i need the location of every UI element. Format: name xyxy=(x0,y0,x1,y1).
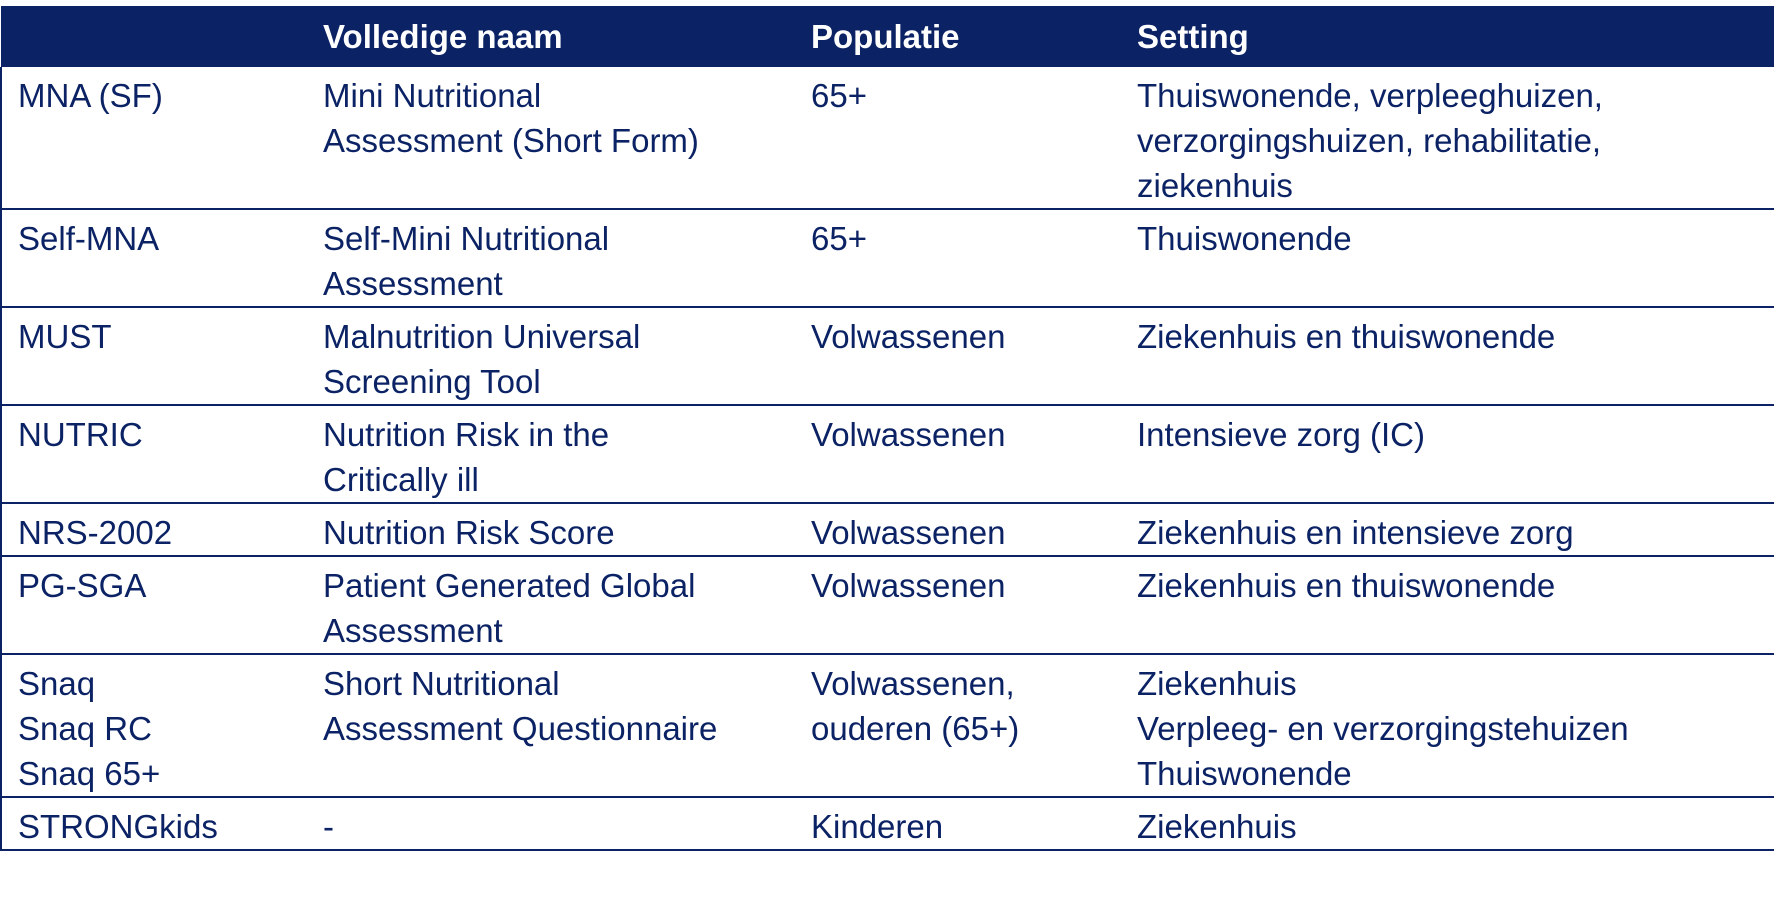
cell-full-name-line: Critically ill xyxy=(323,461,479,498)
cell-abbreviation-line: NUTRIC xyxy=(18,416,143,453)
screening-tools-table-container: Volledige naam Populatie Setting MNA (SF… xyxy=(0,6,1774,851)
cell-full-name-line: Assessment xyxy=(323,612,503,649)
cell-full-name-line: Malnutrition Universal xyxy=(323,318,641,355)
cell-abbreviation: NUTRIC xyxy=(0,405,307,504)
cell-full-name-line: Assessment Questionnaire xyxy=(323,710,718,747)
cell-population: Volwassenen xyxy=(795,556,1121,655)
table-row: PG-SGA Patient Generated Global Assessment… xyxy=(0,556,1774,655)
cell-setting-line: Thuiswonende xyxy=(1137,220,1352,257)
cell-abbreviation-line: STRONGkids xyxy=(18,808,218,845)
cell-abbreviation-line: MNA (SF) xyxy=(18,77,163,114)
table-row: MNA (SF) Mini Nutritional Assessment (Shor… xyxy=(0,67,1774,210)
cell-setting: Thuiswonende xyxy=(1121,209,1774,308)
cell-setting-line: Ziekenhuis xyxy=(1137,808,1297,845)
cell-abbreviation-line: Snaq xyxy=(18,665,96,702)
cell-abbreviation: Self-MNA xyxy=(0,209,307,308)
cell-setting-line: Thuiswonende xyxy=(1137,755,1352,792)
screening-tools-table: Volledige naam Populatie Setting MNA (SF… xyxy=(0,6,1774,851)
cell-setting: Ziekenhuis en thuiswonende xyxy=(1121,307,1774,406)
cell-population-line: Volwassenen, xyxy=(811,665,1015,702)
cell-abbreviation: MNA (SF) xyxy=(0,67,307,210)
cell-population-line: Volwassenen xyxy=(811,416,1006,453)
table-row: NRS-2002 Nutrition Risk Score Volwassenen Z… xyxy=(0,503,1774,557)
cell-setting-line: Ziekenhuis en thuiswonende xyxy=(1137,318,1556,355)
cell-full-name-line: Short Nutritional xyxy=(323,665,560,702)
cell-full-name: - xyxy=(307,797,795,851)
cell-full-name-line: Assessment xyxy=(323,265,503,302)
cell-setting-line: Ziekenhuis xyxy=(1137,665,1297,702)
cell-abbreviation: NRS-2002 xyxy=(0,503,307,557)
cell-setting-line: Thuiswonende, verpleeghuizen, xyxy=(1137,77,1603,114)
cell-full-name: Short Nutritional Assessment Questionnair… xyxy=(307,654,795,798)
cell-full-name-line: Self-Mini Nutritional xyxy=(323,220,610,257)
cell-abbreviation-line: Snaq 65+ xyxy=(18,755,161,792)
cell-full-name-line: Mini Nutritional xyxy=(323,77,542,114)
cell-full-name-line: Screening Tool xyxy=(323,363,541,400)
cell-full-name: Patient Generated Global Assessment xyxy=(307,556,795,655)
table-row: Snaq Snaq RC Snaq 65+ Short Nutritional Asse… xyxy=(0,654,1774,798)
cell-setting: Ziekenhuis en thuiswonende xyxy=(1121,556,1774,655)
cell-setting: Thuiswonende, verpleeghuizen, verzorgings… xyxy=(1121,67,1774,210)
cell-population-line: ouderen (65+) xyxy=(811,710,1020,747)
cell-population-line: Kinderen xyxy=(811,808,944,845)
cell-population: Kinderen xyxy=(795,797,1121,851)
cell-population-line: 65+ xyxy=(811,77,867,114)
table-row: Self-MNA Self-Mini Nutritional Assessment 6… xyxy=(0,209,1774,308)
cell-setting-line: Ziekenhuis en intensieve zorg xyxy=(1137,514,1574,551)
cell-population-line: 65+ xyxy=(811,220,867,257)
cell-full-name: Self-Mini Nutritional Assessment xyxy=(307,209,795,308)
cell-abbreviation-line: Snaq RC xyxy=(18,710,152,747)
cell-setting: Ziekenhuis xyxy=(1121,797,1774,851)
cell-full-name-line: Patient Generated Global xyxy=(323,567,696,604)
table-header: Volledige naam Populatie Setting xyxy=(1,6,1774,67)
cell-population-line: Volwassenen xyxy=(811,567,1006,604)
cell-setting: Intensieve zorg (IC) xyxy=(1121,405,1774,504)
header-full-name: Volledige naam xyxy=(323,17,563,55)
cell-full-name: Nutrition Risk in the Critically ill xyxy=(307,405,795,504)
cell-setting-line: ziekenhuis xyxy=(1137,167,1293,204)
cell-full-name-line: Nutrition Risk Score xyxy=(323,514,615,551)
cell-full-name: Nutrition Risk Score xyxy=(307,503,795,557)
cell-population: Volwassenen xyxy=(795,503,1121,557)
cell-population: 65+ xyxy=(795,209,1121,308)
cell-population-line: Volwassenen xyxy=(811,318,1006,355)
cell-setting-line: Verpleeg- en verzorgingstehuizen xyxy=(1137,710,1629,747)
header-row: Volledige naam Populatie Setting xyxy=(1,6,1774,67)
header-setting: Setting xyxy=(1137,17,1249,55)
table-row: NUTRIC Nutrition Risk in the Critically il… xyxy=(0,405,1774,504)
table-row: MUST Malnutrition Universal Screening Tool… xyxy=(0,307,1774,406)
cell-population: Volwassenen xyxy=(795,307,1121,406)
cell-abbreviation-line: MUST xyxy=(18,318,112,355)
cell-full-name: Malnutrition Universal Screening Tool xyxy=(307,307,795,406)
cell-setting-line: verzorgingshuizen, rehabilitatie, xyxy=(1137,122,1602,159)
cell-population: Volwassenen, ouderen (65+) xyxy=(795,654,1121,798)
cell-abbreviation: STRONGkids xyxy=(0,797,307,851)
cell-setting: Ziekenhuis en intensieve zorg xyxy=(1121,503,1774,557)
header-population: Populatie xyxy=(811,17,960,55)
table-body: MNA (SF) Mini Nutritional Assessment (Shor… xyxy=(0,67,1774,851)
cell-abbreviation: MUST xyxy=(0,307,307,406)
cell-full-name: Mini Nutritional Assessment (Short Form) xyxy=(307,67,795,210)
cell-abbreviation: PG-SGA xyxy=(0,556,307,655)
cell-setting-line: Ziekenhuis en thuiswonende xyxy=(1137,567,1556,604)
cell-full-name-line: Nutrition Risk in the xyxy=(323,416,610,453)
cell-setting: Ziekenhuis Verpleeg- en verzorgingstehuiz… xyxy=(1121,654,1774,798)
cell-population-line: Volwassenen xyxy=(811,514,1006,551)
cell-abbreviation-line: PG-SGA xyxy=(18,567,147,604)
table-row: STRONGkids - Kinderen Ziekenhuis xyxy=(0,797,1774,851)
cell-full-name-line: Assessment (Short Form) xyxy=(323,122,699,159)
cell-abbreviation-line: NRS-2002 xyxy=(18,514,173,551)
cell-setting-line: Intensieve zorg (IC) xyxy=(1137,416,1425,453)
cell-abbreviation-line: Self-MNA xyxy=(18,220,160,257)
cell-population: Volwassenen xyxy=(795,405,1121,504)
cell-population: 65+ xyxy=(795,67,1121,210)
cell-full-name-line: - xyxy=(323,808,334,845)
header-abbreviation xyxy=(1,6,307,67)
cell-abbreviation: Snaq Snaq RC Snaq 65+ xyxy=(0,654,307,798)
